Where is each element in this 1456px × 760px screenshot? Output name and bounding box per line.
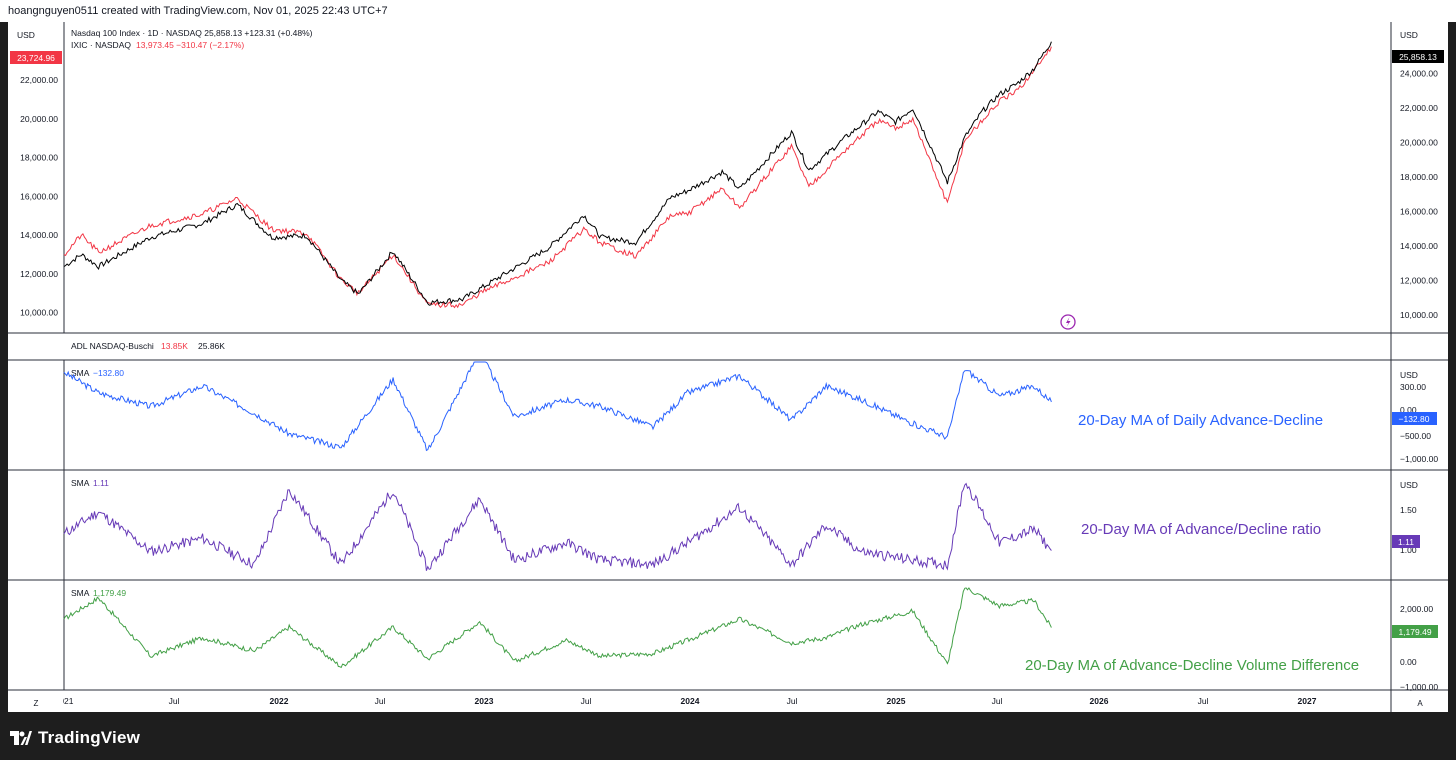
time-axis-label: 2026 — [1090, 696, 1109, 706]
pane1-sma-line — [63, 361, 1052, 452]
time-axis-label: Jul — [375, 696, 386, 706]
pane3-sma-line — [63, 587, 1052, 669]
right-axis-tick: 12,000.00 — [1400, 275, 1438, 285]
lightning-icon[interactable] — [1060, 314, 1076, 330]
time-axis-label: 2022 — [270, 696, 289, 706]
ixic-legend-values: 13,973.45 −310.47 (−2.17%) — [136, 40, 244, 50]
pane1-tick-clipped-mid: 0.00 — [1400, 405, 1417, 415]
pane1-sma-value: −132.80 — [93, 368, 124, 378]
pane1-tick: −500.00 — [1400, 431, 1431, 441]
pane1-badge-bg — [1392, 412, 1437, 425]
chart-area[interactable]: USD USD Nasdaq 100 Index · 1D · NASDAQ 2… — [0, 22, 1456, 712]
pane1-sma-label[interactable]: SMA — [71, 368, 90, 378]
pane3-badge: 1,179.49 — [1398, 627, 1431, 637]
time-axis[interactable]: 2021 Jul 2022 Jul 2023 Jul 2024 Jul 2025 Jul 2026 J… — [55, 696, 1317, 706]
left-axis-tick: 18,000.00 — [20, 153, 58, 163]
left-axis-tick: 14,000.00 — [20, 230, 58, 240]
pane3-badge-bg — [1392, 625, 1438, 638]
time-axis-label: 2025 — [887, 696, 906, 706]
pane3-tick: 0.00 — [1400, 657, 1417, 667]
ndx-legend[interactable]: Nasdaq 100 Index · 1D · NASDAQ 25,858.13… — [71, 28, 313, 38]
right-axis-tick: 18,000.00 — [1400, 172, 1438, 182]
left-price-axis[interactable]: 22,000.00 20,000.00 18,000.00 16,000.00 14,0… — [20, 75, 58, 318]
tradingview-logo-icon — [10, 731, 32, 745]
right-axis-tick: 20,000.00 — [1400, 138, 1438, 148]
pane1-axis[interactable]: 300.00 0.00 −500.00 −1,000.00 — [1400, 382, 1438, 464]
pane1-badge: −132.80 — [1399, 414, 1430, 424]
time-axis-left-gutter — [8, 691, 63, 711]
right-price-badge-bg — [1392, 50, 1444, 63]
pane3-sma-value: 1,179.49 — [93, 588, 126, 598]
pane2-currency: USD — [1400, 480, 1418, 490]
time-axis-label: Jul — [581, 696, 592, 706]
ixic-series-line — [63, 46, 1052, 309]
left-axis-tick: 12,000.00 — [20, 269, 58, 279]
pane1-currency: USD — [1400, 370, 1418, 380]
right-axis-tick: 14,000.00 — [1400, 241, 1438, 251]
right-axis-tick: 24,000.00 — [1400, 69, 1438, 79]
right-axis-tick: 10,000.00 — [1400, 310, 1438, 320]
time-axis-label: Jul — [169, 696, 180, 706]
pane2-annotation: 20-Day MA of Advance/Decline ratio — [1081, 521, 1321, 538]
pane2-tick: 1.50 — [1400, 505, 1417, 515]
left-price-badge: 23,724.96 — [17, 53, 55, 63]
ndx-series-line — [63, 41, 1052, 306]
adl-label[interactable]: ADL NASDAQ-Buschi — [71, 341, 154, 351]
pane2-badge-bg — [1392, 535, 1420, 548]
chart-background — [8, 22, 1448, 712]
left-price-badge-bg — [10, 51, 62, 64]
time-axis-label: Jul — [1198, 696, 1209, 706]
pane2-badge: 1.11 — [1398, 537, 1414, 547]
footer: TradingView — [0, 712, 1456, 760]
credit-bar: hoangnguyen0511 created with TradingView… — [0, 0, 1456, 22]
adl-value-1: 13.85K — [161, 341, 188, 351]
time-axis-label: Jul — [992, 696, 1003, 706]
pane1-tick-clipped-top: 300.00 — [1400, 382, 1426, 392]
pane3-axis[interactable]: 2,000.00 0.00 −1,000.00 — [1400, 604, 1438, 692]
time-axis-label: 2023 — [475, 696, 494, 706]
pane2-axis[interactable]: 1.50 1.00 — [1400, 505, 1417, 555]
pane2-tick-clipped-low: 1.00 — [1400, 545, 1417, 555]
pane3-sma-label[interactable]: SMA — [71, 588, 90, 598]
left-axis-tick: 16,000.00 — [20, 191, 58, 201]
adl-value-2: 25.86K — [198, 341, 225, 351]
right-axis-tick: 16,000.00 — [1400, 206, 1438, 216]
pane2-sma-label[interactable]: SMA — [71, 478, 90, 488]
pane1-annotation: 20-Day MA of Daily Advance-Decline — [1078, 412, 1323, 429]
left-axis-tick: 10,000.00 — [20, 308, 58, 318]
time-axis-label: 2027 — [1298, 696, 1317, 706]
pane2-sma-value: 1.11 — [93, 478, 109, 488]
left-currency-label: USD — [17, 30, 35, 40]
pane3-tick: 2,000.00 — [1400, 604, 1433, 614]
pane-borders — [8, 22, 1448, 712]
left-axis-tick: 20,000.00 — [20, 114, 58, 124]
tradingview-logo[interactable]: TradingView — [10, 728, 140, 748]
time-axis-label: Jul — [787, 696, 798, 706]
credit-text: hoangnguyen0511 created with TradingView… — [8, 5, 388, 17]
pane3-annotation: 20-Day MA of Advance-Decline Volume Diff… — [1025, 657, 1359, 674]
pane2-sma-line — [63, 482, 1052, 571]
auto-scale-button[interactable]: A — [1417, 699, 1423, 708]
time-axis-label: 2021 — [55, 696, 74, 706]
right-price-axis[interactable]: 24,000.00 22,000.00 20,000.00 18,000.00 16,0… — [1400, 69, 1438, 320]
ixic-legend-name[interactable]: IXIC · NASDAQ — [71, 40, 131, 50]
right-axis-tick: 22,000.00 — [1400, 103, 1438, 113]
timezone-button-label[interactable]: Z — [34, 699, 39, 708]
left-axis-tick: 22,000.00 — [20, 75, 58, 85]
pane1-tick: −1,000.00 — [1400, 454, 1438, 464]
right-price-badge: 25,858.13 — [1399, 52, 1437, 62]
time-axis-label: 2024 — [681, 696, 700, 706]
right-currency-label: USD — [1400, 30, 1418, 40]
pane3-tick-clipped-bottom: −1,000.00 — [1400, 682, 1438, 692]
brand-name: TradingView — [38, 728, 141, 747]
